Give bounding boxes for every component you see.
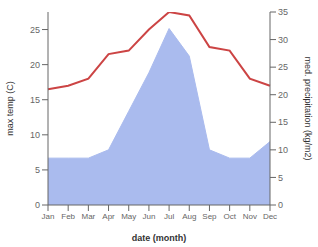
svg-text:25: 25: [30, 25, 40, 35]
svg-text:May: May: [121, 212, 136, 221]
svg-text:Jul: Jul: [164, 212, 174, 221]
svg-text:10: 10: [278, 145, 288, 155]
svg-text:25: 25: [278, 62, 288, 72]
svg-text:10: 10: [30, 130, 40, 140]
svg-text:15: 15: [278, 117, 288, 127]
svg-text:20: 20: [278, 90, 288, 100]
svg-text:date (month): date (month): [132, 233, 187, 243]
svg-text:0: 0: [278, 200, 283, 210]
svg-text:Nov: Nov: [243, 212, 257, 221]
svg-text:Mar: Mar: [81, 212, 95, 221]
svg-text:5: 5: [35, 165, 40, 175]
svg-text:Sep: Sep: [202, 212, 217, 221]
svg-text:5: 5: [278, 173, 283, 183]
svg-text:Oct: Oct: [223, 212, 236, 221]
svg-text:15: 15: [30, 95, 40, 105]
svg-text:Feb: Feb: [61, 212, 75, 221]
svg-text:Aug: Aug: [182, 212, 196, 221]
svg-text:0: 0: [35, 200, 40, 210]
svg-text:Jun: Jun: [142, 212, 155, 221]
svg-text:Jan: Jan: [42, 212, 55, 221]
svg-text:Apr: Apr: [102, 212, 115, 221]
svg-text:30: 30: [278, 35, 288, 45]
svg-text:Dec: Dec: [263, 212, 277, 221]
svg-text:max temp (C): max temp (C): [5, 81, 15, 136]
svg-text:35: 35: [278, 7, 288, 17]
svg-text:20: 20: [30, 60, 40, 70]
svg-text:med. precipitation (kg/m2): med. precipitation (kg/m2): [303, 56, 313, 160]
